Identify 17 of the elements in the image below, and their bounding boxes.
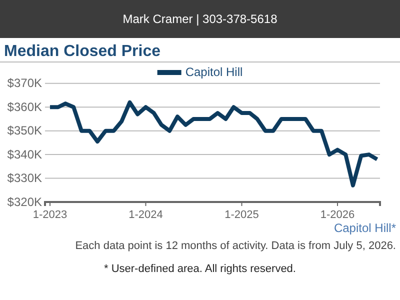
text: Capitol Hill*: [334, 221, 396, 235]
chart-subtitle: Mark Cramer | 303-378-5618: [122, 12, 278, 26]
x-tick-label: 1-2023: [32, 208, 68, 221]
text: Each data point is 12 months of activity. Data is from July 5, 2026.: [75, 240, 396, 252]
line-series: [48, 100, 380, 188]
y-tick-label: $330K: [7, 171, 42, 186]
y-tick-label: $350K: [7, 124, 42, 138]
x-tick-label: 1-2024: [128, 208, 163, 221]
text: * User-defined area. All rights reserved.: [104, 263, 296, 275]
y-tick-label: $320K: [7, 194, 42, 209]
chart-title: Median Closed Price: [4, 43, 161, 60]
x-tick-label: 1-2025: [224, 208, 259, 221]
y-tick-label: $360K: [7, 100, 42, 114]
legend-label: Capitol Hill: [185, 65, 243, 79]
y-tick-label: $340K: [7, 147, 42, 162]
x-tick-label: 1-2026: [320, 208, 355, 221]
y-tick-label: $370K: [7, 76, 42, 90]
